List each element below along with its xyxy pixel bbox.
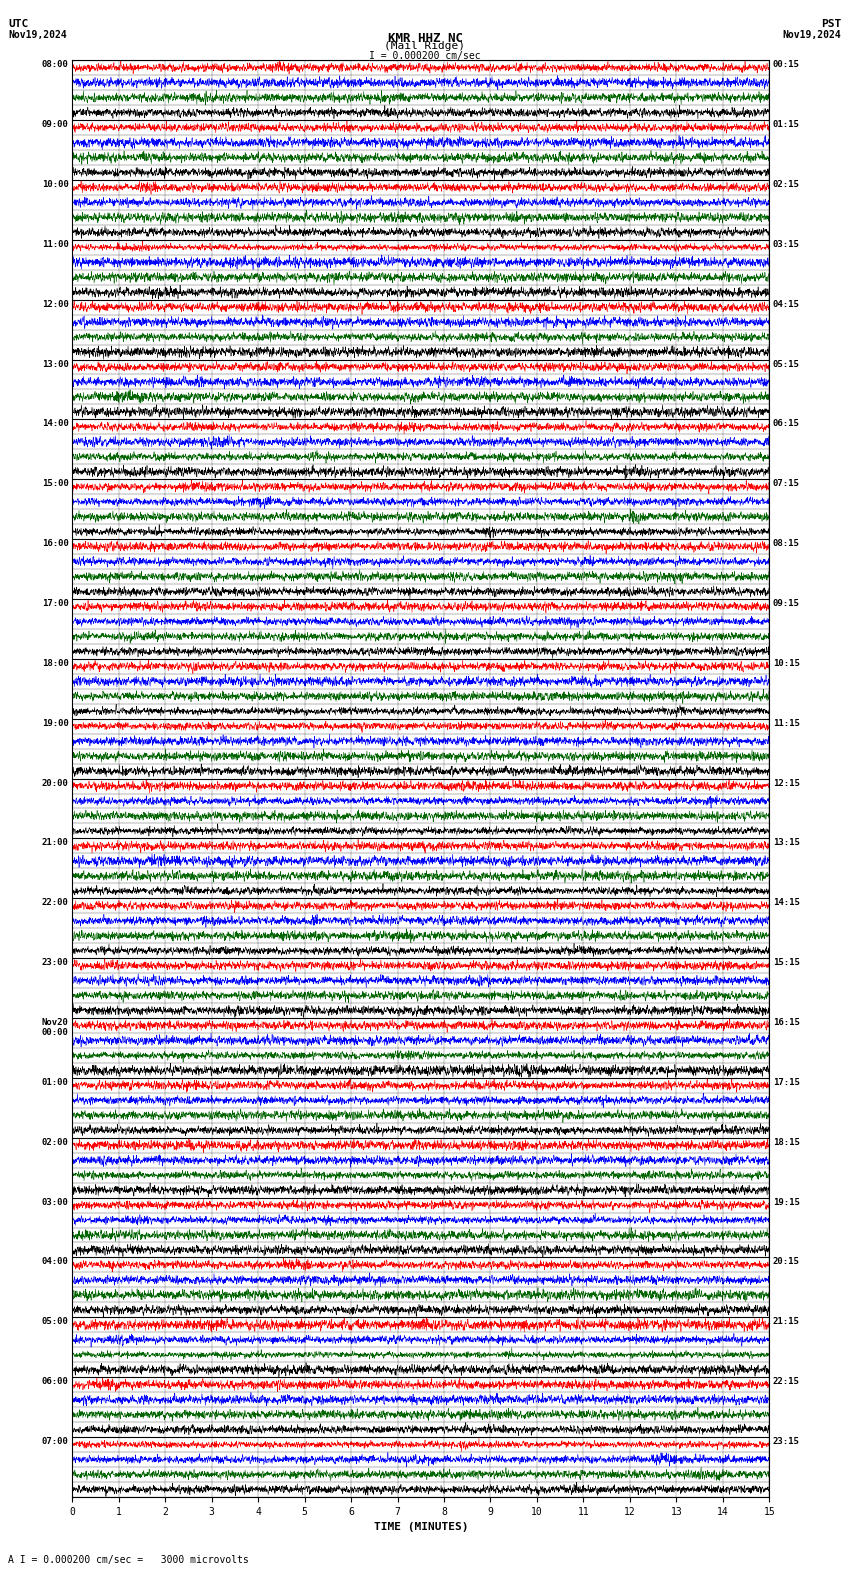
Text: 03:15: 03:15: [773, 239, 800, 249]
Text: 09:00: 09:00: [42, 120, 69, 128]
Text: 22:15: 22:15: [773, 1376, 800, 1386]
Text: 19:00: 19:00: [42, 719, 69, 727]
Text: 02:00: 02:00: [42, 1137, 69, 1147]
Text: 01:00: 01:00: [42, 1077, 69, 1087]
Text: Nov20
00:00: Nov20 00:00: [42, 1019, 69, 1038]
Text: 22:00: 22:00: [42, 898, 69, 908]
Text: 07:15: 07:15: [773, 480, 800, 488]
Text: 23:15: 23:15: [773, 1437, 800, 1446]
Text: (Mail Ridge): (Mail Ridge): [384, 41, 466, 51]
Text: Nov19,2024: Nov19,2024: [783, 30, 842, 40]
Text: PST: PST: [821, 19, 842, 29]
Text: 20:00: 20:00: [42, 778, 69, 787]
Text: 14:15: 14:15: [773, 898, 800, 908]
Text: 18:00: 18:00: [42, 659, 69, 668]
Text: 03:00: 03:00: [42, 1198, 69, 1207]
Text: 08:15: 08:15: [773, 539, 800, 548]
Text: 19:15: 19:15: [773, 1198, 800, 1207]
Text: 16:00: 16:00: [42, 539, 69, 548]
Text: 04:00: 04:00: [42, 1258, 69, 1267]
Text: 17:15: 17:15: [773, 1077, 800, 1087]
Text: I = 0.000200 cm/sec: I = 0.000200 cm/sec: [369, 51, 481, 60]
Text: 15:15: 15:15: [773, 958, 800, 968]
Text: 05:00: 05:00: [42, 1318, 69, 1326]
Text: 05:15: 05:15: [773, 360, 800, 369]
Text: 21:15: 21:15: [773, 1318, 800, 1326]
Text: 04:15: 04:15: [773, 299, 800, 309]
Text: 18:15: 18:15: [773, 1137, 800, 1147]
Text: 13:00: 13:00: [42, 360, 69, 369]
Text: 10:00: 10:00: [42, 181, 69, 188]
Text: 13:15: 13:15: [773, 838, 800, 847]
Text: 15:00: 15:00: [42, 480, 69, 488]
Text: Nov19,2024: Nov19,2024: [8, 30, 67, 40]
Text: 23:00: 23:00: [42, 958, 69, 968]
Text: UTC: UTC: [8, 19, 29, 29]
Text: 14:00: 14:00: [42, 420, 69, 428]
Text: 12:15: 12:15: [773, 778, 800, 787]
Text: 02:15: 02:15: [773, 181, 800, 188]
Text: 01:15: 01:15: [773, 120, 800, 128]
Text: 20:15: 20:15: [773, 1258, 800, 1267]
Text: 10:15: 10:15: [773, 659, 800, 668]
Text: 12:00: 12:00: [42, 299, 69, 309]
Text: 11:00: 11:00: [42, 239, 69, 249]
Text: 09:15: 09:15: [773, 599, 800, 608]
Text: 07:00: 07:00: [42, 1437, 69, 1446]
Text: 06:00: 06:00: [42, 1376, 69, 1386]
Text: 11:15: 11:15: [773, 719, 800, 727]
Text: 16:15: 16:15: [773, 1019, 800, 1026]
Text: 06:15: 06:15: [773, 420, 800, 428]
Text: 00:15: 00:15: [773, 60, 800, 70]
Text: 21:00: 21:00: [42, 838, 69, 847]
X-axis label: TIME (MINUTES): TIME (MINUTES): [373, 1522, 468, 1532]
Text: 17:00: 17:00: [42, 599, 69, 608]
Text: KMR HHZ NC: KMR HHZ NC: [388, 32, 462, 44]
Text: 08:00: 08:00: [42, 60, 69, 70]
Text: A I = 0.000200 cm/sec =   3000 microvolts: A I = 0.000200 cm/sec = 3000 microvolts: [8, 1555, 249, 1565]
